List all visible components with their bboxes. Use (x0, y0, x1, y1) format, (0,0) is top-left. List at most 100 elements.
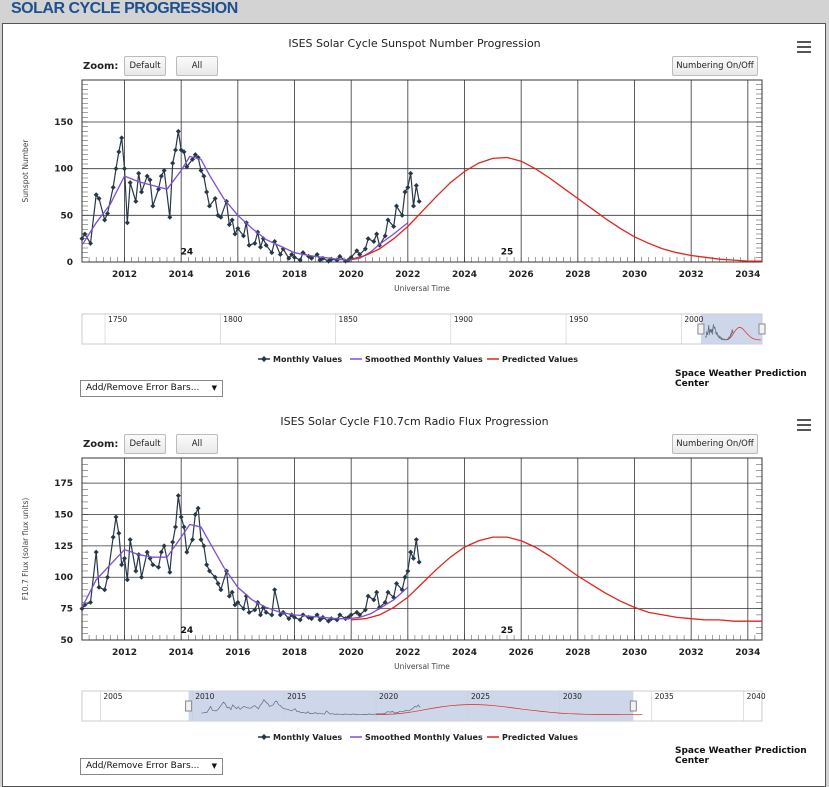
navigator-series (376, 704, 643, 716)
data-point (309, 616, 314, 622)
legend-marker (261, 356, 267, 362)
x-tick-label: 2028 (565, 648, 590, 658)
data-point (133, 198, 139, 204)
data-point (96, 196, 102, 202)
sunspot-chart: 0 50 100 150 2012 2014 2016 2018 2020 2022 2024 202… (21, 79, 766, 364)
numbering-toggle-button[interactable]: Numbering On/Off (672, 434, 758, 454)
chart-menu-icon[interactable] (797, 41, 811, 53)
y-tick-label: 100 (54, 573, 73, 583)
cycle-label: 25 (501, 626, 514, 636)
page-title: SOLAR CYCLE PROGRESSION (11, 0, 238, 17)
plot-area (81, 79, 763, 263)
data-point (124, 220, 130, 226)
data-point (232, 231, 238, 237)
y-axis-label: Sunspot Number (21, 139, 30, 203)
data-point (102, 587, 108, 593)
data-point (124, 577, 130, 583)
zoom-all-button[interactable]: All (176, 434, 218, 454)
y-tick-label: 0 (67, 258, 73, 268)
navigator-tick-label: 2000 (684, 315, 703, 324)
navigator-series (201, 698, 421, 716)
y-tick-label: 150 (54, 118, 73, 128)
data-point (79, 606, 85, 612)
y-tick-label: 50 (60, 636, 73, 646)
chart-menu-icon[interactable] (797, 419, 811, 431)
data-point (362, 246, 368, 252)
x-tick-label: 2018 (282, 270, 307, 280)
y-axis-label: F10.7 Flux (solar flux units) (21, 498, 30, 601)
data-point (93, 192, 99, 198)
error-bars-select[interactable]: Add/Remove Error Bars... ▼ (80, 758, 223, 775)
data-point (405, 568, 411, 574)
x-tick-label: 2024 (452, 648, 477, 658)
data-point (413, 182, 419, 188)
data-point (127, 537, 133, 543)
x-tick-label: 2014 (169, 648, 194, 658)
data-point (416, 198, 422, 204)
x-tick-label: 2030 (622, 270, 647, 280)
data-point (158, 173, 164, 179)
zoom-default-button[interactable]: Default (124, 434, 166, 454)
x-tick-label: 2026 (509, 648, 534, 658)
x-tick-label: 2024 (452, 270, 477, 280)
error-bars-select[interactable]: Add/Remove Error Bars... ▼ (80, 380, 223, 397)
data-point (122, 166, 127, 172)
data-point (411, 203, 416, 209)
zoom-all-button[interactable]: All (176, 56, 218, 76)
data-point (207, 568, 212, 574)
data-point (374, 231, 380, 237)
sunspot-chart-title: ISES Solar Cycle Sunspot Number Progress… (288, 37, 541, 50)
data-point (110, 534, 116, 540)
data-point (226, 593, 232, 599)
data-point (116, 530, 122, 536)
data-point (105, 574, 110, 580)
x-tick-label: 2016 (225, 648, 250, 658)
data-point (246, 242, 252, 248)
x-axis-label: Universal Time (394, 662, 450, 671)
navigator-tick-label: 2020 (379, 692, 398, 701)
data-point (127, 180, 133, 186)
page-header: SOLAR CYCLE PROGRESSION (0, 0, 829, 22)
data-point (348, 612, 354, 618)
data-point (133, 568, 139, 574)
data-point (204, 189, 210, 195)
data-point (354, 248, 360, 254)
x-tick-label: 2020 (339, 270, 364, 280)
data-point (139, 189, 144, 195)
data-point (184, 164, 190, 170)
x-tick-label: 2032 (679, 270, 704, 280)
x-tick-label: 2012 (112, 270, 137, 280)
data-point (371, 238, 377, 244)
navigator-tick-label: 2030 (563, 692, 582, 701)
navigator-handle (629, 700, 637, 712)
data-point (175, 128, 181, 134)
data-point (326, 618, 331, 624)
x-tick-label: 2022 (395, 270, 420, 280)
data-point (258, 612, 263, 618)
data-point (144, 173, 150, 179)
data-point (119, 562, 125, 568)
data-point (136, 170, 142, 176)
data-point (385, 217, 391, 223)
x-tick-label: 2014 (169, 270, 194, 280)
numbering-toggle-button[interactable]: Numbering On/Off (672, 56, 758, 76)
data-point (79, 236, 85, 242)
data-point (337, 253, 343, 259)
x-axis-label: Universal Time (394, 284, 450, 293)
data-point (371, 597, 377, 603)
data-point (394, 581, 399, 587)
data-point (269, 612, 275, 618)
series-line-smoothed-monthly-values (81, 155, 409, 261)
zoom-label: Zoom: (83, 61, 119, 72)
data-point (241, 606, 246, 612)
legend-item: Predicted Values (502, 355, 578, 364)
data-point (105, 210, 110, 216)
data-point (215, 581, 221, 587)
data-point (362, 607, 368, 613)
data-point (235, 599, 241, 605)
data-point (235, 225, 241, 231)
y-tick-label: 175 (54, 479, 73, 489)
data-point (241, 233, 246, 239)
zoom-default-button[interactable]: Default (124, 56, 166, 76)
data-point (178, 514, 184, 520)
